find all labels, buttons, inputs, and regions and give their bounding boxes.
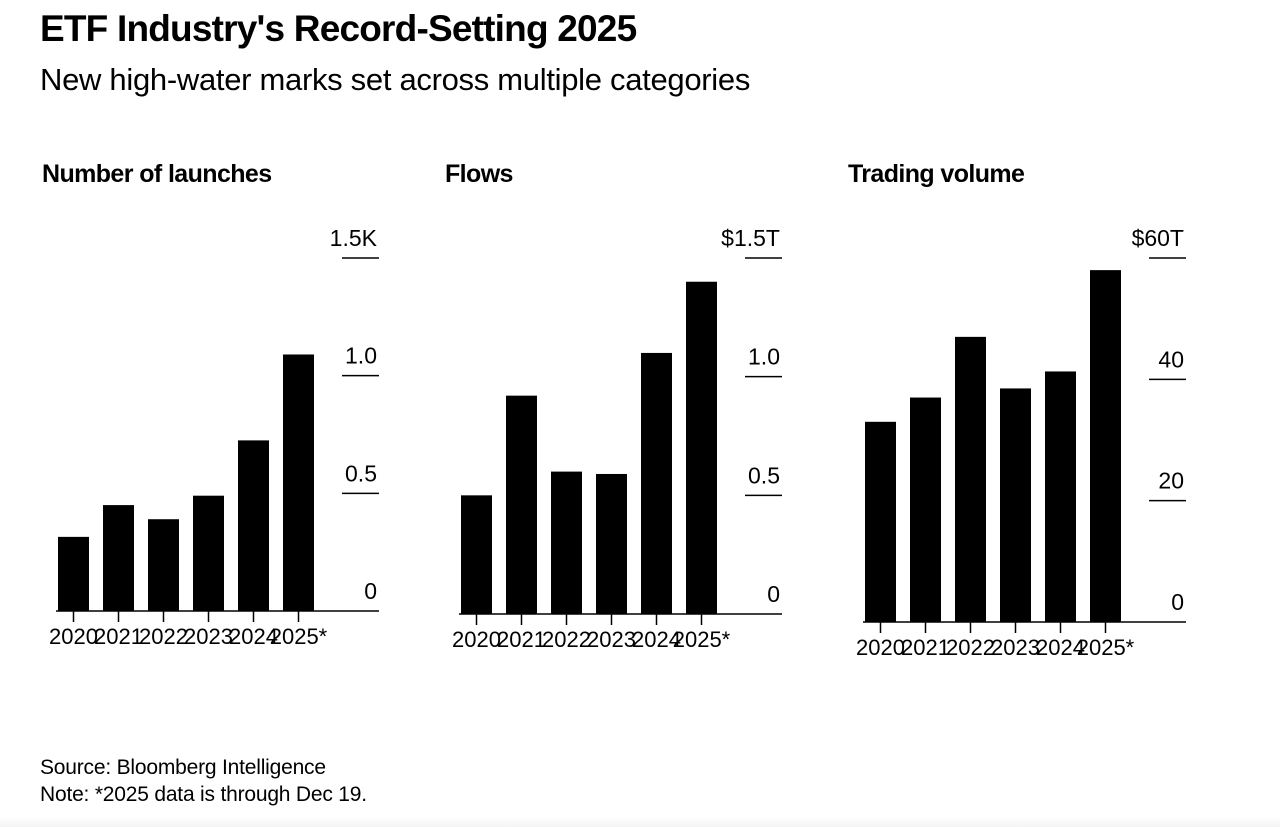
trading-volume-bar-2023 (1000, 388, 1031, 622)
x-tick-label: 2024 (632, 627, 681, 652)
x-tick-label: 2023 (184, 624, 233, 649)
flows-bar-2020 (461, 495, 492, 614)
trading-volume-bar-2024 (1045, 371, 1076, 622)
flows-bar-2022 (551, 471, 582, 614)
x-tick-label: 2023 (587, 627, 636, 652)
chart-subtitle: New high-water marks set across multiple… (40, 62, 751, 97)
trading-volume-bar-2025 (1090, 270, 1121, 622)
launches-bar-2024 (238, 440, 269, 611)
chart-title: ETF Industry's Record-Setting 2025 (40, 8, 637, 49)
footnote: Note: *2025 data is through Dec 19. (40, 783, 367, 806)
y-tick-label: 0 (1171, 589, 1184, 615)
y-tick-label: 40 (1158, 346, 1184, 372)
flows-bar-2025 (686, 281, 717, 614)
y-tick-label: 1.0 (345, 343, 377, 369)
x-tick-label: 2020 (856, 635, 905, 660)
y-tick-label: 0 (767, 581, 780, 607)
trading-volume-bar-2022 (955, 336, 986, 622)
source-note: Source: Bloomberg Intelligence (40, 756, 326, 779)
y-tick-label: 0.5 (748, 462, 780, 488)
flows-bar-2023 (596, 473, 627, 614)
panel-title-flows: Flows (445, 160, 513, 188)
y-tick-label: 1.0 (748, 344, 780, 370)
launches-bar-2025 (283, 354, 314, 611)
bottom-edge (0, 817, 1280, 827)
launches-bar-2022 (148, 519, 179, 611)
y-tick-label: $1.5T (721, 225, 780, 251)
x-tick-label: 2024 (1036, 635, 1085, 660)
launches-bar-2023 (193, 495, 224, 611)
y-tick-label: 0.5 (345, 460, 377, 486)
y-tick-label: 1.5K (330, 225, 378, 251)
x-tick-label: 2024 (229, 624, 278, 649)
x-tick-label: 2025* (270, 624, 328, 649)
flows-bar-2024 (641, 352, 672, 614)
x-tick-label: 2023 (991, 635, 1040, 660)
x-tick-label: 2022 (542, 627, 591, 652)
trading-volume-bar-2020 (865, 421, 896, 622)
x-tick-label: 2021 (94, 624, 143, 649)
x-tick-label: 2021 (497, 627, 546, 652)
y-tick-label: 0 (364, 578, 377, 604)
trading-volume-bar-2021 (910, 397, 941, 622)
panel-title-trading-volume: Trading volume (848, 160, 1025, 188)
x-tick-label: 2020 (49, 624, 98, 649)
x-tick-label: 2022 (946, 635, 995, 660)
launches-bar-2020 (58, 536, 89, 611)
y-tick-label: 20 (1158, 468, 1184, 494)
flows-bar-2021 (506, 395, 537, 614)
x-tick-label: 2020 (452, 627, 501, 652)
panel-title-launches: Number of launches (42, 160, 272, 188)
x-tick-label: 2022 (139, 624, 188, 649)
launches-bar-2021 (103, 505, 134, 611)
x-tick-label: 2021 (901, 635, 950, 660)
x-tick-label: 2025* (1077, 635, 1135, 660)
y-tick-label: $60T (1132, 225, 1184, 251)
x-tick-label: 2025* (673, 627, 731, 652)
